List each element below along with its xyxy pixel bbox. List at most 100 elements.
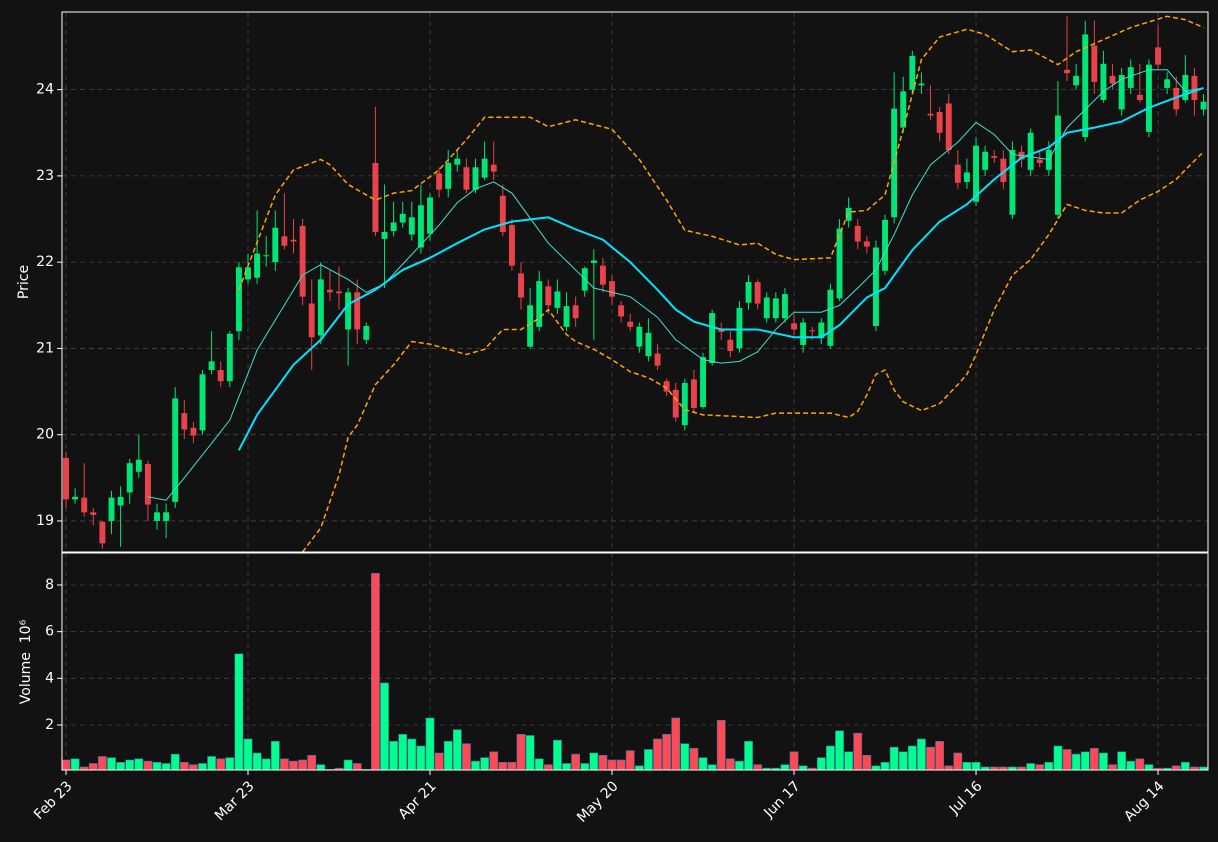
volume-bar [907,745,917,770]
candle-body [836,228,843,299]
candle-body [326,289,333,293]
volume-bar [962,761,972,770]
volume-bar [543,764,553,770]
candle-body [900,91,907,128]
candle-body [490,164,497,172]
volume-bar [898,751,908,770]
price-panel [62,12,1208,552]
volume-bar [1062,749,1072,770]
volume-bar [316,764,326,770]
volume-bar [862,754,872,770]
volume-bar [216,758,226,770]
volume-bar [380,682,389,770]
volume-bar [926,746,935,770]
volume-bar [243,738,253,770]
candle-body [190,427,197,436]
volume-bar [616,759,626,770]
candle-body [763,297,770,319]
volume-axis-label: Volume 10⁶ [18,619,34,704]
volume-bar [125,759,135,770]
y-tick-label: 6 [45,624,54,640]
volume-bar [170,753,180,770]
candle-body [963,172,970,182]
volume-bar [1017,766,1026,770]
candle-body [454,158,461,165]
volume-bar [662,733,672,770]
candle-body [536,281,543,327]
candle-body [1036,159,1043,163]
volume-bar [307,754,317,770]
volume-bar [480,757,490,770]
candle-body [745,282,752,303]
candle-body [117,496,124,506]
y-tick-label: 22 [36,254,54,270]
volume-bar [971,761,981,770]
volume-bar [917,738,926,770]
y-axis-label: Price [16,265,32,299]
overlay-line [302,151,1205,552]
candle-body [1155,47,1161,65]
volume-bar [1126,760,1136,770]
volume-bar [835,730,844,770]
volume-bar [1099,752,1108,770]
candle-body [1164,79,1171,88]
candle-body [226,333,233,382]
volume-bar [880,761,890,770]
candle-body [299,225,306,297]
candle-body [636,326,643,347]
overlay-line [238,86,1204,451]
candle-body [1200,101,1207,110]
volume-bar [225,757,235,770]
candle-body [272,227,279,263]
candle-body [445,162,452,189]
volume-bar [334,767,344,770]
y-tick-label: 21 [36,340,54,356]
volume-bar [116,761,126,770]
volume-bar [70,758,80,770]
candle-body [290,239,297,242]
volume-bar [343,759,353,770]
volume-bar [143,760,153,770]
volume-bar [1071,753,1081,770]
overlay-line [238,15,1204,291]
candle-body [727,339,734,352]
volume-bar [889,746,899,770]
volume-bar [1117,751,1127,770]
candle-body [345,292,352,330]
volume-bar [407,738,417,770]
candle-body [372,162,379,232]
candle-body [827,289,834,346]
candle-body [436,173,443,190]
candle-body [518,273,524,298]
candle-body [709,313,716,364]
y-tick-label: 4 [45,670,54,686]
candle-body [208,361,215,370]
candle-body [572,305,579,319]
candle-body [627,321,634,327]
volume-bar [507,761,517,770]
candle-body [81,497,88,513]
volume-bar [425,717,435,770]
candle-body [681,382,688,426]
candle-body [654,353,661,366]
candle-body [973,145,979,202]
volume-bar [389,740,399,770]
volume-bar [434,752,444,770]
candle-body [427,197,433,234]
candle-body [1027,132,1034,170]
volume-bar [562,763,571,770]
candle-body [872,247,879,326]
volume-bar [443,740,453,770]
candle-body [982,151,989,170]
volume-bar [789,751,799,770]
candle-body [754,282,761,304]
volume-bar [989,766,999,770]
volume-bar [771,767,781,770]
candle-body [463,167,470,190]
candle-body [72,496,79,500]
volume-bar [1044,761,1054,770]
volume-bar [289,760,298,770]
candle-body [172,398,179,502]
y-tick-label: 20 [36,427,54,443]
